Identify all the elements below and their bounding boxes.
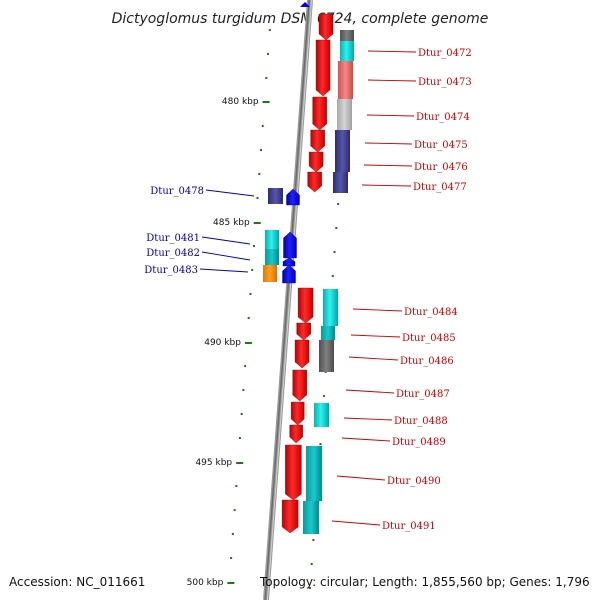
category-box-cyan	[323, 289, 338, 326]
scale-tick-label: 490 kbp	[204, 338, 241, 348]
gene-label: Dtur_0475	[414, 140, 468, 151]
leader-line	[361, 184, 412, 187]
scale-tick-label: 480 kbp	[222, 97, 259, 107]
gene-label: Dtur_0482	[146, 248, 200, 259]
category-box-cyan	[321, 326, 335, 340]
gene-arrow-forward	[310, 129, 325, 153]
category-box-cyan	[265, 230, 279, 249]
category-box-cyan	[303, 501, 319, 534]
gene-blocks	[263, 13, 354, 534]
gene-arrow-reverse	[286, 188, 300, 206]
gene-label: Dtur_0477	[413, 182, 467, 193]
leader-line	[343, 417, 393, 421]
gene-label: Dtur_0472	[418, 48, 472, 59]
category-box-orange	[263, 265, 277, 282]
category-box-gray	[340, 30, 354, 41]
category-box-navy	[268, 188, 283, 204]
gene-arrow-forward	[285, 444, 302, 501]
leader-line	[336, 475, 386, 481]
gene-label: Dtur_0487	[396, 389, 450, 400]
gene-label: Dtur_0476	[414, 162, 468, 173]
gene-arrow-forward	[294, 339, 310, 369]
scale-tick-label: 500 kbp	[187, 578, 224, 588]
leader-line	[345, 389, 395, 394]
leader-line	[352, 308, 403, 312]
gene-arrow-forward	[307, 171, 322, 193]
leader-line	[364, 142, 413, 145]
leader-line	[363, 164, 413, 167]
leader-line	[366, 114, 415, 117]
category-box-navy	[335, 130, 350, 172]
gene-arrow-forward	[318, 13, 334, 41]
backbone	[263, 0, 313, 600]
gene-labels: Dtur_0472 Dtur_0473 Dtur_0474 Dtur_0475 Dtur…	[144, 48, 471, 532]
topology-text: Topology: circular; Length: 1,855,560 bp…	[259, 575, 590, 589]
map-title: Dictyoglomus turgidum DSM 6724, complete…	[112, 11, 489, 27]
leader-line	[367, 79, 417, 82]
gene-arrow-forward	[281, 499, 299, 534]
category-box-gray	[337, 99, 352, 130]
gene-label: Dtur_0491	[382, 521, 436, 532]
gene-label: Dtur_0483	[144, 265, 198, 276]
gene-arrow-reverse	[282, 264, 296, 284]
leader-line	[367, 50, 417, 53]
accession-text: Accession: NC_011661	[9, 575, 145, 589]
gene-arrow-forward	[297, 287, 314, 324]
gene-label: Dtur_0478	[150, 186, 204, 197]
scale-ticks: 480 kbp 485 kbp 490 kbp 495 kbp 500 kbp	[187, 97, 270, 588]
gene-arrow-forward	[292, 369, 307, 402]
leader-line	[331, 520, 381, 526]
leader-line	[199, 268, 249, 273]
category-box-pink	[338, 61, 353, 99]
gene-arrow-reverse	[283, 231, 297, 259]
category-box-cyan	[314, 403, 329, 427]
category-box-cyan	[306, 446, 322, 501]
leader-line	[205, 189, 255, 197]
gene-arrow-forward	[312, 96, 327, 131]
gene-label: Dtur_0474	[416, 112, 470, 123]
gene-label: Dtur_0490	[387, 476, 441, 487]
gene-label: Dtur_0488	[394, 416, 448, 427]
leader-line	[341, 437, 391, 442]
gene-arrow-forward	[296, 322, 311, 341]
top-marker	[300, 2, 310, 7]
gene-label: Dtur_0481	[146, 233, 200, 244]
gene-arrow-forward	[308, 151, 324, 173]
scale-tick-label: 495 kbp	[195, 458, 232, 468]
category-box-navy	[333, 172, 348, 193]
gene-label: Dtur_0484	[404, 307, 458, 318]
category-box-cyan	[265, 249, 279, 265]
gene-arrow-forward	[290, 401, 305, 426]
category-box-cyan	[340, 41, 354, 61]
leader-lines	[199, 50, 417, 526]
leader-line	[348, 356, 399, 361]
leader-line	[201, 251, 251, 261]
gene-label: Dtur_0486	[400, 356, 454, 367]
gene-label: Dtur_0485	[402, 333, 456, 344]
gene-arrow-forward	[315, 39, 331, 97]
gene-arrow-forward	[289, 424, 303, 444]
scale-tick-label: 485 kbp	[213, 218, 250, 228]
category-box-gray	[319, 340, 334, 372]
leader-line	[350, 334, 401, 338]
leader-line	[201, 236, 251, 245]
gene-label: Dtur_0473	[418, 77, 472, 88]
gene-label: Dtur_0489	[392, 437, 446, 448]
